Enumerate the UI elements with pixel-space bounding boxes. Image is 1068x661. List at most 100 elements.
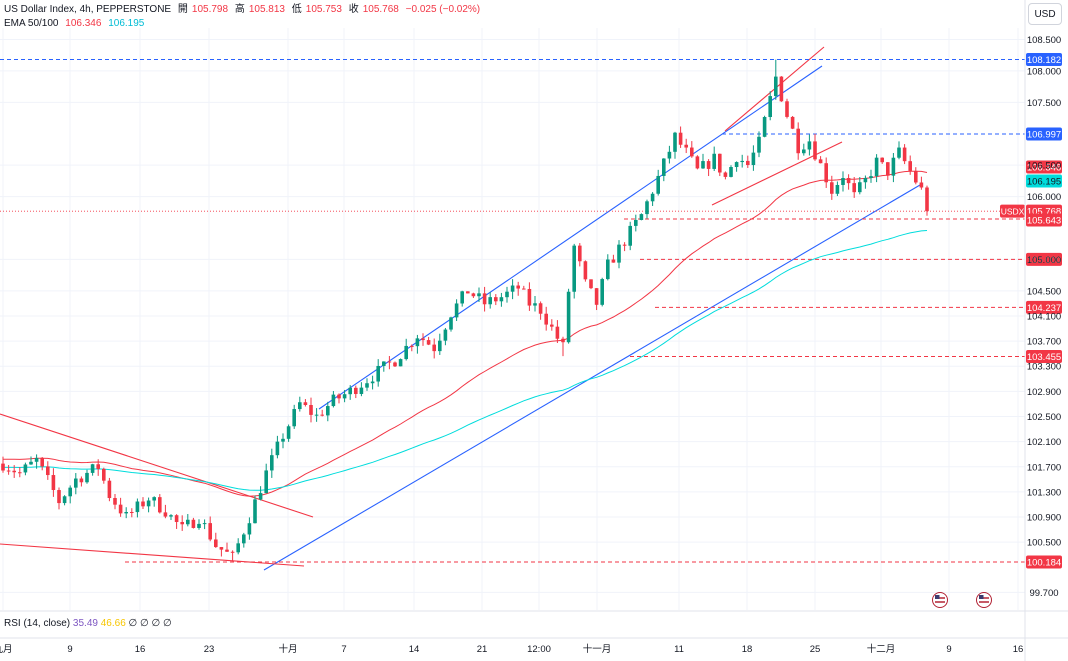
chart-grid xyxy=(0,28,1068,639)
time-tick-label: 12:00 xyxy=(527,644,551,655)
ema-lines xyxy=(3,170,928,497)
candle-body xyxy=(270,455,274,471)
channel-upper-line xyxy=(318,65,823,410)
rsi-legend[interactable]: RSI (14, close) 35.49 46.66 ∅ ∅ ∅ ∅ xyxy=(4,618,172,629)
candle-body xyxy=(841,178,845,185)
candle-body xyxy=(152,497,156,501)
candle-body xyxy=(242,534,246,544)
candle-body xyxy=(68,487,72,497)
time-tick-label: 11 xyxy=(674,644,684,655)
candle-body xyxy=(281,438,285,442)
candle-body xyxy=(527,288,532,306)
candle-body xyxy=(656,175,660,194)
us-flag-icon xyxy=(932,592,948,608)
candle-body xyxy=(90,464,95,473)
candle-body xyxy=(202,523,207,525)
candle-body xyxy=(258,493,263,500)
candle-body xyxy=(824,163,828,183)
ema50-value: 106.346 xyxy=(65,18,102,29)
candle-body xyxy=(51,475,56,491)
candle-body xyxy=(460,291,464,304)
high-value: 105.813 xyxy=(248,4,285,15)
candle-body xyxy=(622,244,627,246)
price-tag-label: 106.997 xyxy=(1027,129,1061,140)
symbol-title[interactable]: US Dollar Index, 4h, PEPPERSTONE xyxy=(4,4,172,15)
candle-body xyxy=(785,101,789,117)
candle-body xyxy=(23,464,28,473)
candle-body xyxy=(600,279,604,305)
candle-body xyxy=(169,515,173,517)
price-tick-label: 104.500 xyxy=(1027,286,1061,297)
candle-body xyxy=(29,461,33,465)
candle-body xyxy=(606,259,610,280)
price-tag-label: 106.195 xyxy=(1027,177,1061,188)
candle-body xyxy=(191,519,196,528)
candle-body xyxy=(96,464,100,469)
candle-body xyxy=(522,288,526,290)
candle-body xyxy=(617,244,621,263)
change-value: −0.025 (−0.02%) xyxy=(405,4,481,15)
candle-body xyxy=(505,291,509,298)
price-tag xyxy=(1026,127,1062,141)
candle-body xyxy=(342,394,347,399)
candle-body xyxy=(466,291,470,294)
candle-body xyxy=(247,523,252,535)
candle-body xyxy=(12,470,16,473)
ema-header[interactable]: EMA 50/100 106.346 106.195 xyxy=(4,18,148,30)
symbol-tag-label: USDX xyxy=(1001,207,1025,217)
candle-body xyxy=(186,519,190,525)
candle-body xyxy=(494,297,498,302)
candle-body xyxy=(113,498,117,505)
candle-body xyxy=(1,463,5,471)
candle-body xyxy=(578,245,582,262)
price-tag-label: 100.184 xyxy=(1027,558,1061,569)
price-tick-label: 102.500 xyxy=(1027,412,1061,423)
candle-body xyxy=(6,470,11,472)
candle-body xyxy=(236,543,240,553)
time-tick-label: 16 xyxy=(135,644,146,655)
candle-body xyxy=(835,184,840,194)
candle-body xyxy=(482,293,487,305)
candle-body xyxy=(650,193,655,202)
candle-body xyxy=(163,512,168,517)
candle-body xyxy=(818,159,823,164)
price-tick-label: 101.300 xyxy=(1027,487,1061,498)
candle-body xyxy=(410,345,414,347)
time-tick-label: 十一月 xyxy=(583,643,612,655)
candle-body xyxy=(757,136,761,153)
candle-body xyxy=(880,157,884,163)
candle-body xyxy=(309,405,313,415)
candle-body xyxy=(174,515,179,523)
close-value: 105.768 xyxy=(362,4,399,15)
candle-body xyxy=(790,116,795,129)
candle-body xyxy=(510,285,515,292)
candle-body xyxy=(802,149,806,154)
candle-body xyxy=(303,402,308,406)
price-tag-label: 104.237 xyxy=(1027,303,1061,314)
candle-body xyxy=(432,344,436,352)
candle-body xyxy=(645,201,649,215)
candle-body xyxy=(583,261,588,280)
candle-body xyxy=(449,317,453,330)
currency-button[interactable]: USD xyxy=(1028,3,1062,25)
candle-body xyxy=(253,499,257,524)
flag-canton xyxy=(935,595,940,599)
time-tick-label: 九月 xyxy=(0,643,13,655)
time-tick-label: 21 xyxy=(477,644,488,655)
high-label: 高 xyxy=(234,4,245,15)
open-value: 105.798 xyxy=(191,4,229,15)
candle-body xyxy=(438,340,442,352)
price-tick-label: 99.700 xyxy=(1029,588,1058,599)
candle-body xyxy=(326,406,330,416)
candle-body xyxy=(695,156,700,169)
candle-body xyxy=(751,152,756,166)
price-tag-label: 105.643 xyxy=(1027,216,1061,227)
candle-body xyxy=(331,394,336,407)
candle-body xyxy=(387,361,392,363)
price-tag xyxy=(1026,252,1062,266)
candle-body xyxy=(774,76,778,97)
candle-body xyxy=(589,279,593,289)
candle-body xyxy=(107,480,112,499)
candle-body xyxy=(544,313,548,325)
